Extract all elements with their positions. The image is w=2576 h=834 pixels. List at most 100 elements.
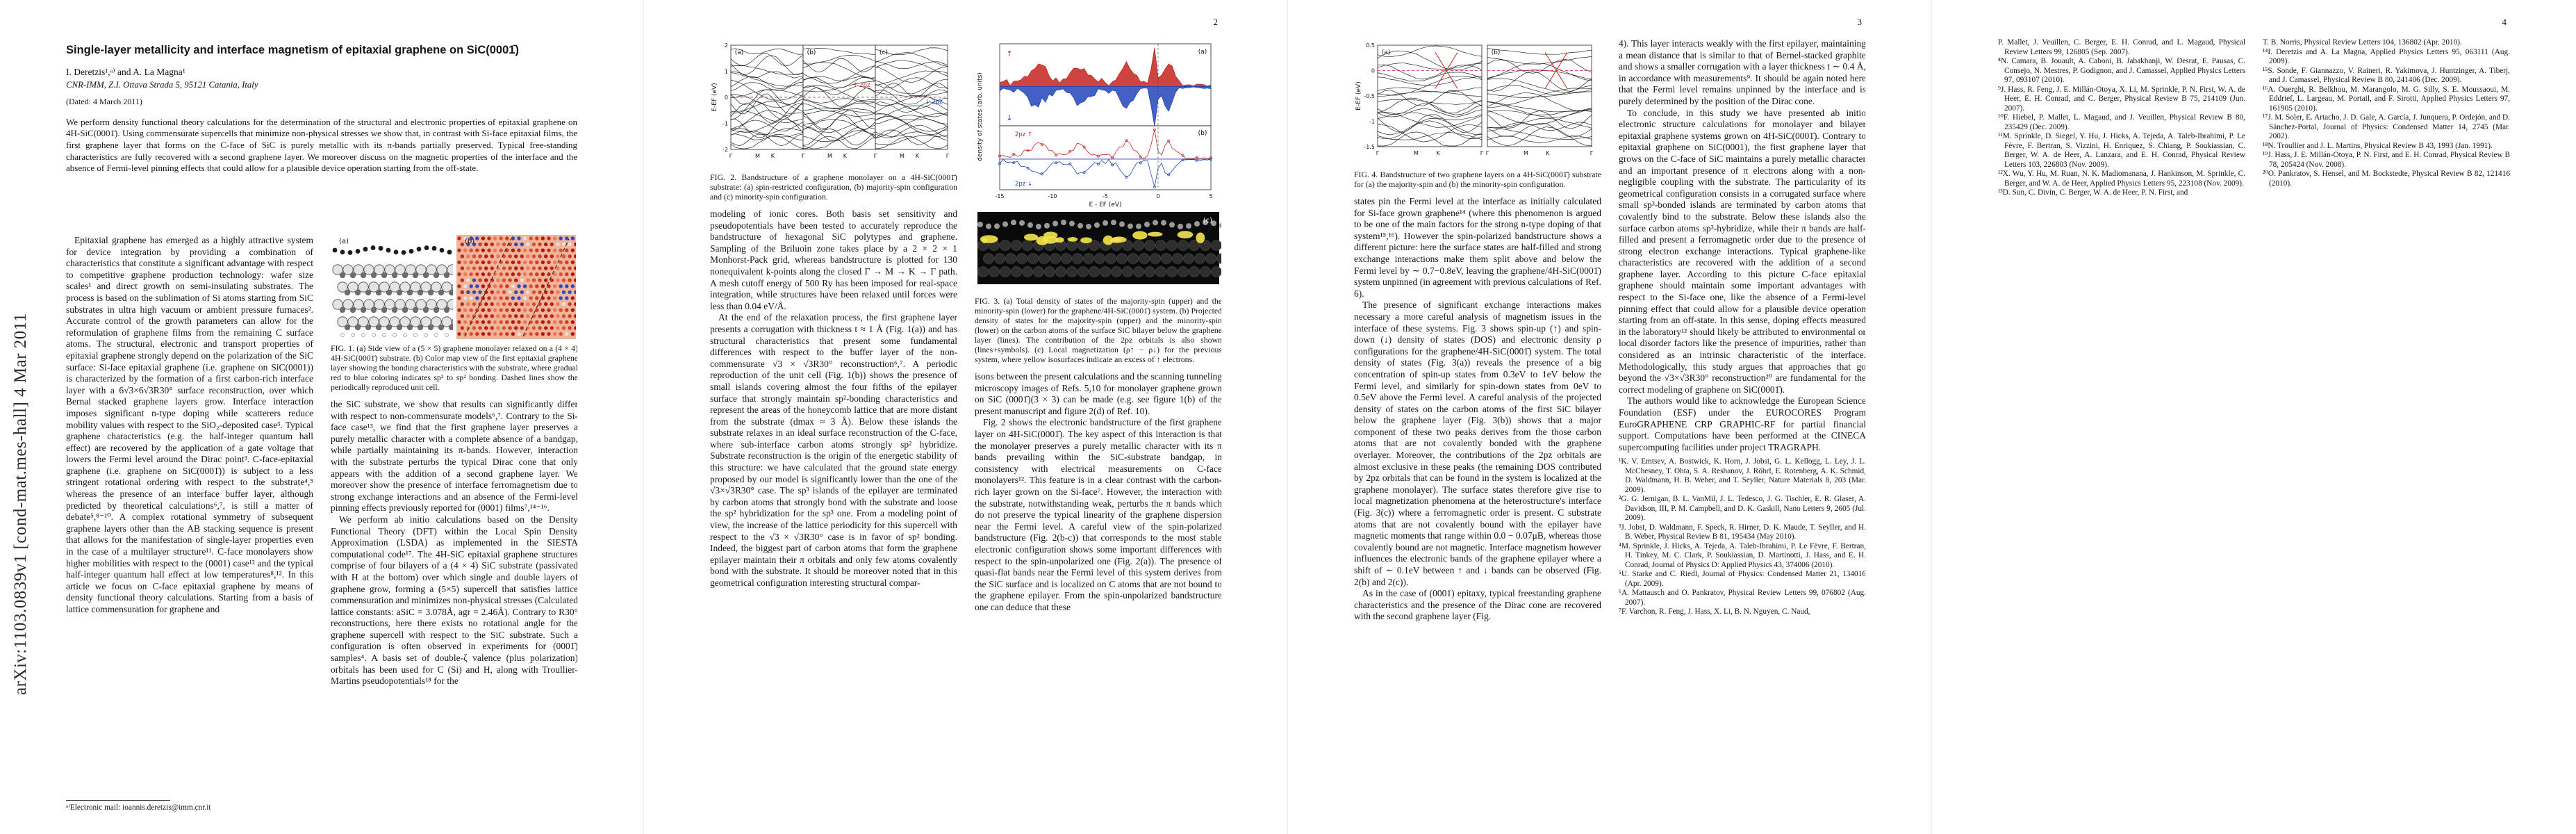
svg-text:Γ: Γ xyxy=(874,153,877,159)
figure-1: (a) (b) xyxy=(331,235,577,339)
page-number: 3 xyxy=(1857,17,1863,27)
figure-3: (a) ↑ ↓ (b) 2pz ↑ 2pz ↓ -15 -10 -5 0 5 E - EF (eV) d… xyxy=(975,38,1221,292)
svg-text:(b): (b) xyxy=(1492,49,1501,56)
footnote-rule xyxy=(66,800,170,801)
page4-body: P. Mallet, J. Veuillen, C. Berger, E. H.… xyxy=(1998,38,2510,802)
figure-4-caption: FIG. 4. Bandstructure of two graphene la… xyxy=(1354,170,1601,189)
svg-text:M: M xyxy=(755,153,760,159)
paragraph: As in the case of (0001) epitaxy, typica… xyxy=(1354,588,1601,622)
reference-entry: P. Mallet, J. Veuillen, C. Berger, E. H.… xyxy=(1998,38,2245,56)
page1-column-2: (a) (b) FIG. 1. (a) Side view of a (5 × … xyxy=(331,235,577,780)
svg-text:↑: ↑ xyxy=(1006,49,1012,58)
svg-text:(c): (c) xyxy=(1203,217,1212,224)
figure-3-caption: FIG. 3. (a) Total density of states of t… xyxy=(975,296,1221,364)
reference-entry: ¹⁸N. Troullier and J. L. Martins, Physic… xyxy=(2263,141,2493,150)
page1-body: Epitaxial graphene has emerged as a high… xyxy=(66,235,577,780)
svg-text:0.5: 0.5 xyxy=(1366,42,1375,49)
svg-text:↓: ↓ xyxy=(1006,113,1012,122)
figure-1-caption: FIG. 1. (a) Side view of a (5 × 5) graph… xyxy=(331,343,577,392)
paragraph: The authors would like to acknowledge th… xyxy=(1619,395,1865,452)
reference-entry: ⁶A. Mattausch and O. Pankratov, Physical… xyxy=(1619,589,1865,607)
svg-text:Γ: Γ xyxy=(874,153,877,159)
reference-list: P. Mallet, J. Veuillen, C. Berger, E. H.… xyxy=(1998,38,2245,198)
svg-text:2pz ↑: 2pz ↑ xyxy=(1015,131,1032,138)
svg-text:-5: -5 xyxy=(1103,193,1108,199)
svg-text:Γ: Γ xyxy=(802,153,805,159)
paragraph: the SiC substrate, we show that results … xyxy=(331,399,577,514)
affiliation: CNR-IMM, Z.I. Ottava Strada 5, 95121 Cat… xyxy=(66,79,258,90)
svg-text:K: K xyxy=(1546,150,1550,156)
svg-text:E-EF (eV): E-EF (eV) xyxy=(1355,81,1362,110)
figure-4-bandstructure-image: E-EF (eV) 0.5 0 -0.5 -1 -1.5 (a) Γ M K Γ (b) Γ M K Γ xyxy=(1355,42,1594,156)
svg-text:(a): (a) xyxy=(1198,49,1207,56)
reference-entry: ¹⁴I. Deretzis and A. La Magna, Applied P… xyxy=(2263,47,2510,66)
svg-text:(c): (c) xyxy=(880,49,888,56)
paragraph: 4). This layer interacts weakly with the… xyxy=(1619,38,1865,106)
svg-text:0: 0 xyxy=(725,95,728,101)
arxiv-watermark: arXiv:1103.0839v1 [cond-mat.mes-hall] 4 … xyxy=(11,313,30,695)
page-2: 2 E-EF (eV) 2 1 0 -1 -2 (a) Γ M K Γ (b) Γ M K Γ (c) Γ M K Γ ↑… xyxy=(644,0,1288,834)
svg-text:-1: -1 xyxy=(1369,119,1375,125)
figure-2: E-EF (eV) 2 1 0 -1 -2 (a) Γ M K Γ (b) Γ M K Γ (c) Γ M K Γ ↑ 2… xyxy=(710,38,957,168)
svg-text:K: K xyxy=(916,153,920,159)
reference-entry: ¹³D. Sun, C. Divin, C. Berger, W. A. de … xyxy=(1998,188,2188,197)
svg-text:(a): (a) xyxy=(339,238,349,245)
page-number: 4 xyxy=(2502,17,2507,27)
footnote: ᵃ⁾Electronic mail: ioannis.deretzis@imm.… xyxy=(66,800,316,812)
svg-text:Γ: Γ xyxy=(1486,150,1489,156)
svg-text:(b): (b) xyxy=(1198,130,1207,137)
svg-text:Γ: Γ xyxy=(1480,150,1484,156)
page2-column-1: E-EF (eV) 2 1 0 -1 -2 (a) Γ M K Γ (b) Γ M K Γ (c) Γ M K Γ ↑ 2… xyxy=(710,38,957,802)
reference-entry: ²⁰O. Pankratov, S. Hensel, and M. Bockst… xyxy=(2263,170,2510,188)
reference-entry: ¹K. V. Emtsev, A. Bostwick, K. Horn, J. … xyxy=(1619,457,1865,494)
footnote-text: ᵃ⁾Electronic mail: ioannis.deretzis@imm.… xyxy=(66,803,211,812)
svg-text:K: K xyxy=(771,153,775,159)
svg-text:K: K xyxy=(1436,150,1440,156)
paragraph: states pin the Fermi level at the interf… xyxy=(1354,196,1601,299)
page-4: 4 P. Mallet, J. Veuillen, C. Berger, E. … xyxy=(1932,0,2576,834)
reference-entry: ¹⁶A. Ouerghi, R. Belkhou, M. Marangolo, … xyxy=(2263,85,2510,113)
reference-entry: ¹⁷J. M. Soler, E. Artacho, J. D. Gale, A… xyxy=(2263,113,2510,140)
figure-3-dos-image: (a) ↑ ↓ (b) 2pz ↑ 2pz ↓ -15 -10 -5 0 5 E - EF (eV) d… xyxy=(977,43,1221,284)
front-matter: Single-layer metallicity and interface m… xyxy=(66,43,577,174)
svg-text:↓ 2pz: ↓ 2pz xyxy=(925,99,943,106)
paragraph: At the end of the relaxation process, th… xyxy=(710,312,957,588)
reference-entry: ¹¹M. Sprinkle, D. Siegel, Y. Hu, J. Hick… xyxy=(1998,132,2245,169)
svg-text:Γ: Γ xyxy=(802,153,805,159)
page3-column-2: 4). This layer interacts weakly with the… xyxy=(1619,38,1865,802)
reference-entry: ⁴M. Sprinkle, J. Hicks, A. Tejeda, A. Ta… xyxy=(1619,541,1865,569)
reference-entry: ¹⁰F. Hiebel, P. Mallet, L. Magaud, and J… xyxy=(1998,113,2245,131)
svg-text:2pz ↓: 2pz ↓ xyxy=(1015,181,1032,188)
paper-title: Single-layer metallicity and interface m… xyxy=(66,44,519,56)
figure-2-bandstructure-image: E-EF (eV)210-1-2(a)Γ M K Γ(b)Γ M K Γ(c)Γ M K Γ↑ 2… xyxy=(711,42,950,159)
svg-text:E-EF (eV): E-EF (eV) xyxy=(711,83,718,111)
paragraph: The presence of significant exchange int… xyxy=(1354,300,1601,587)
svg-text:K: K xyxy=(843,153,848,159)
svg-text:density of states (arb. units): density of states (arb. units) xyxy=(977,72,984,161)
figure-1-panel-a-image: (a) xyxy=(331,235,453,339)
reference-entry: T. B. Norris, Physical Review Letters 10… xyxy=(2263,38,2462,47)
page3-column-1: E-EF (eV) 0.5 0 -0.5 -1 -1.5 (a) Γ M K Γ (b) Γ M K Γ FI… xyxy=(1354,38,1601,802)
svg-text:-0.5: -0.5 xyxy=(1364,93,1375,99)
paragraph: To conclude, in this study we have prese… xyxy=(1619,107,1865,395)
page3-body: E-EF (eV) 0.5 0 -0.5 -1 -1.5 (a) Γ M K Γ (b) Γ M K Γ FI… xyxy=(1354,38,1865,802)
reference-entry: ²G. G. Jernigan, B. L. VanMil, J. L. Ted… xyxy=(1619,495,1865,523)
svg-text:0: 0 xyxy=(1156,193,1159,199)
author-line: I. Deretzis¹,ᵃ⁾ and A. La Magna¹ xyxy=(66,66,185,77)
page1-column-1: Epitaxial graphene has emerged as a high… xyxy=(66,235,313,780)
reference-entry: ¹⁹J. Hass, J. E. Millán-Otoya, P. N. Fir… xyxy=(2263,151,2510,169)
reference-list: ¹K. V. Emtsev, A. Bostwick, K. Horn, J. … xyxy=(1619,457,1865,617)
abstract: We perform density functional theory cal… xyxy=(66,116,577,174)
page4-column-1: P. Mallet, J. Veuillen, C. Berger, E. H.… xyxy=(1998,38,2245,802)
svg-text:Γ: Γ xyxy=(729,153,733,159)
svg-text:5: 5 xyxy=(1209,193,1212,199)
reference-entry: ¹²X. Wu, Y. Hu, M. Ruan, N. K. Madiomana… xyxy=(1998,170,2245,188)
reference-entry: ³J. Jobst, D. Waldmann, F. Speck, R. Hir… xyxy=(1619,523,1865,541)
svg-text:-15: -15 xyxy=(995,193,1004,199)
svg-text:-1: -1 xyxy=(723,121,728,127)
paragraph: Epitaxial graphene has emerged as a high… xyxy=(66,235,313,614)
paragraph: modeling of ionic cores. Both basis set … xyxy=(710,208,957,311)
svg-text:-10: -10 xyxy=(1048,193,1057,199)
svg-text:Γ: Γ xyxy=(946,153,950,159)
